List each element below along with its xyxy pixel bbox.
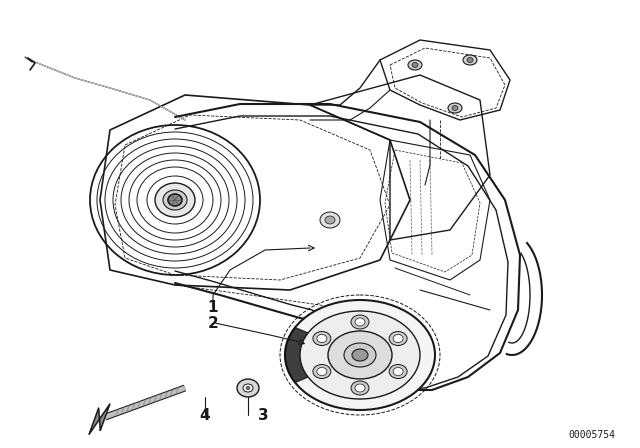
Ellipse shape — [467, 57, 473, 63]
Ellipse shape — [463, 55, 477, 65]
Ellipse shape — [393, 367, 403, 375]
Ellipse shape — [163, 190, 187, 210]
Ellipse shape — [317, 367, 327, 375]
Text: 3: 3 — [258, 408, 268, 422]
Ellipse shape — [389, 332, 407, 345]
Ellipse shape — [155, 183, 195, 217]
Ellipse shape — [452, 105, 458, 111]
Ellipse shape — [313, 365, 331, 379]
Ellipse shape — [412, 63, 418, 68]
Text: 1: 1 — [208, 300, 218, 314]
Ellipse shape — [317, 335, 327, 343]
Ellipse shape — [355, 318, 365, 326]
Polygon shape — [89, 404, 110, 434]
Ellipse shape — [351, 315, 369, 329]
Ellipse shape — [352, 349, 368, 361]
Ellipse shape — [325, 216, 335, 224]
Text: 4: 4 — [200, 408, 211, 422]
Ellipse shape — [168, 194, 182, 206]
Ellipse shape — [243, 384, 253, 392]
Ellipse shape — [237, 379, 259, 397]
Ellipse shape — [169, 195, 181, 205]
Text: 00005754: 00005754 — [568, 430, 615, 440]
Ellipse shape — [351, 381, 369, 395]
Ellipse shape — [355, 384, 365, 392]
Ellipse shape — [393, 335, 403, 343]
Ellipse shape — [320, 212, 340, 228]
Ellipse shape — [389, 365, 407, 379]
Ellipse shape — [408, 60, 422, 70]
Ellipse shape — [285, 300, 435, 410]
Text: 2: 2 — [207, 315, 218, 331]
Ellipse shape — [344, 343, 376, 367]
Ellipse shape — [300, 311, 420, 399]
Ellipse shape — [246, 387, 250, 389]
Ellipse shape — [313, 332, 331, 345]
Ellipse shape — [328, 331, 392, 379]
Polygon shape — [285, 327, 360, 383]
Ellipse shape — [448, 103, 462, 113]
